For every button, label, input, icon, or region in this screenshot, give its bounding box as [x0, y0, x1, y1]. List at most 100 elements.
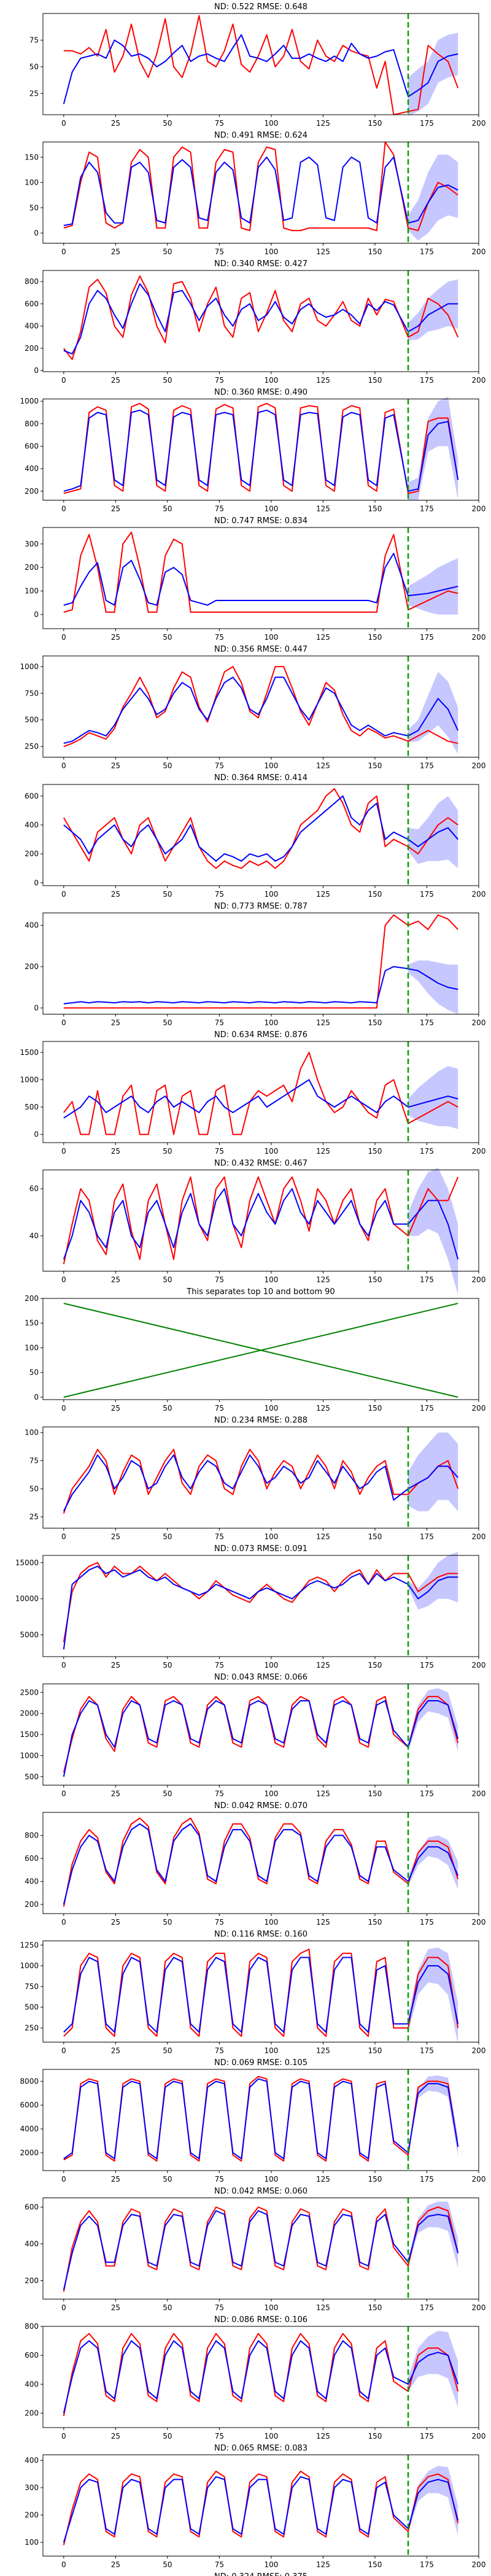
x-tick-label: 100 [264, 1533, 278, 1541]
y-tick-label: 200 [25, 2277, 39, 2285]
x-tick-label: 175 [420, 1276, 434, 1284]
x-tick-label: 100 [264, 1790, 278, 1798]
x-tick-label: 0 [61, 2047, 66, 2055]
x-tick-label: 50 [163, 1147, 172, 1156]
x-tick-label: 200 [472, 633, 486, 642]
x-tick-label: 75 [215, 1019, 224, 1027]
y-tick-label: 1000 [20, 397, 39, 405]
series-a-line [63, 1700, 459, 1777]
y-tick-label: 50 [29, 1368, 39, 1377]
panel-14: ND: 0.043 RMSE: 0.066 0 25 50 75 100 125 150 175… [20, 1673, 485, 1798]
x-tick-label: 175 [420, 762, 434, 770]
x-tick-label: 25 [111, 376, 120, 385]
x-tick-label: 175 [420, 633, 434, 642]
panel-title: ND: 0.773 RMSE: 0.787 [214, 902, 307, 911]
panel-13: ND: 0.073 RMSE: 0.091 0 25 50 75 100 125 150 175… [15, 1544, 486, 1669]
forecast-band [408, 155, 458, 241]
y-tick-label: 1000 [20, 1961, 39, 1970]
x-tick-label: 0 [61, 505, 66, 513]
x-tick-label: 100 [264, 2047, 278, 2055]
x-tick-label: 25 [111, 1276, 120, 1284]
x-tick-label: 0 [61, 2432, 66, 2440]
x-tick-label: 175 [420, 2175, 434, 2183]
x-tick-label: 75 [215, 2047, 224, 2055]
series-b-line [63, 275, 459, 361]
x-tick-label: 75 [215, 2432, 224, 2440]
y-tick-label: 400 [25, 821, 39, 829]
series-a-line [63, 795, 458, 862]
x-tick-label: 0 [61, 2175, 66, 2183]
axes-frame [42, 656, 479, 757]
forecast-band [408, 2466, 458, 2536]
x-tick-label: 50 [163, 1661, 172, 1669]
x-tick-label: 100 [264, 2175, 278, 2183]
forecast-band [408, 2201, 458, 2268]
x-tick-label: 0 [61, 376, 66, 385]
forecast-band [408, 33, 458, 116]
x-tick-label: 25 [111, 1661, 120, 1669]
y-tick-label: 400 [25, 921, 39, 930]
forecast-band [408, 1167, 458, 1295]
x-tick-label: 200 [472, 1661, 486, 1669]
y-tick-label: 8000 [20, 2077, 39, 2085]
y-tick-label: 0 [34, 1393, 39, 1401]
x-tick-label: 150 [368, 1790, 382, 1798]
x-tick-label: 200 [472, 2175, 486, 2183]
x-tick-label: 175 [420, 1661, 434, 1669]
y-tick-label: 100 [25, 1428, 39, 1437]
x-tick-label: 100 [264, 2304, 278, 2312]
series-b-line [63, 1051, 458, 1135]
x-tick-label: 175 [420, 248, 434, 256]
y-tick-label: 2000 [20, 2149, 39, 2157]
x-tick-label: 100 [264, 1019, 278, 1027]
axes-frame [42, 1555, 479, 1657]
x-tick-label: 100 [264, 1404, 278, 1413]
x-tick-label: 175 [420, 890, 434, 899]
y-tick-label: 250 [25, 2024, 39, 2033]
x-tick-label: 0 [61, 119, 66, 128]
y-tick-label: 400 [25, 464, 39, 473]
y-tick-label: 15000 [15, 1558, 39, 1567]
series-a-line [63, 2340, 459, 2413]
panel-title: ND: 0.364 RMSE: 0.414 [214, 773, 307, 783]
x-tick-label: 25 [111, 1918, 120, 1926]
panel-8: ND: 0.773 RMSE: 0.787 0 25 50 75 100 125 150 175… [25, 902, 485, 1027]
x-tick-label: 50 [163, 1276, 172, 1284]
x-tick-label: 50 [163, 2304, 172, 2312]
panel-title: ND: 0.042 RMSE: 0.060 [214, 2187, 307, 2196]
series-b-line [63, 665, 458, 748]
x-tick-label: 100 [264, 890, 278, 899]
y-tick-label: 0 [34, 1003, 39, 1012]
x-tick-label: 200 [472, 1276, 486, 1284]
series-b-line [63, 2471, 459, 2545]
x-tick-label: 25 [111, 762, 120, 770]
x-tick-label: 125 [316, 633, 330, 642]
forecast-band [408, 960, 458, 1014]
series-b-line [63, 1562, 458, 1643]
x-tick-label: 200 [472, 1918, 486, 1926]
x-tick-label: 125 [316, 2561, 330, 2569]
x-tick-label: 25 [111, 2432, 120, 2440]
panel-title: ND: 0.043 RMSE: 0.066 [214, 1673, 307, 1682]
panel-15: ND: 0.042 RMSE: 0.070 0 25 50 75 100 125 150 175… [25, 1801, 485, 1926]
x-tick-label: 25 [111, 2304, 120, 2312]
x-tick-label: 75 [215, 1661, 224, 1669]
x-tick-label: 0 [61, 1661, 66, 1669]
axes-frame [42, 1427, 479, 1528]
panel-2: ND: 0.491 RMSE: 0.624 0 25 50 75 100 125 150 175… [25, 131, 485, 256]
x-tick-label: 125 [316, 1533, 330, 1541]
x-tick-label: 125 [316, 1019, 330, 1027]
y-tick-label: 25 [29, 89, 39, 98]
forecast-band [408, 279, 458, 341]
x-tick-label: 100 [264, 762, 278, 770]
x-tick-label: 125 [316, 2175, 330, 2183]
y-tick-label: 40 [29, 1232, 39, 1240]
forecast-band [408, 1066, 458, 1129]
x-tick-label: 50 [163, 2432, 172, 2440]
x-tick-label: 25 [111, 1019, 120, 1027]
series-a-line [63, 2476, 459, 2543]
panel-title: ND: 0.234 RMSE: 0.288 [214, 1416, 307, 1425]
forecast-band [408, 2075, 458, 2156]
series-a-line [63, 677, 459, 744]
y-tick-label: 200 [25, 1294, 39, 1303]
